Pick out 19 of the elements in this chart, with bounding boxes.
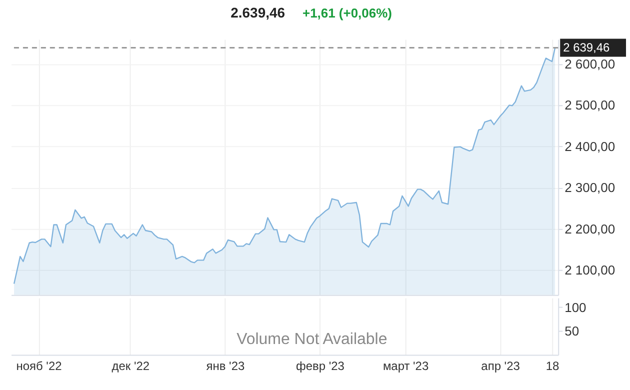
y-tick-label: 100 bbox=[564, 300, 586, 315]
x-tick-label: дек '22 bbox=[112, 359, 150, 374]
y-tick-label: 2 100,00 bbox=[564, 262, 616, 278]
x-tick-label: февр '23 bbox=[296, 359, 345, 374]
x-tick-label: 18 bbox=[546, 359, 560, 374]
ref-line-label: 2 639,46 bbox=[563, 40, 610, 55]
chart-subtitle: +1,61 (+0,06%) bbox=[302, 5, 392, 20]
y-tick-label: 2 400,00 bbox=[564, 138, 616, 154]
x-tick-label: янв '23 bbox=[206, 359, 245, 374]
x-tick-label: март '23 bbox=[382, 359, 429, 374]
annotation: Volume Not Available bbox=[236, 330, 388, 348]
x-tick-label: апр '23 bbox=[481, 359, 520, 374]
chart-title: 2.639,46 bbox=[230, 4, 286, 20]
y-tick-label: 50 bbox=[564, 324, 580, 339]
y-tick-label: 2 600,00 bbox=[564, 56, 616, 72]
y-tick-label: 2 300,00 bbox=[564, 180, 616, 196]
y-tick-label: 2 500,00 bbox=[564, 98, 616, 113]
y-tick-label: 2 200,00 bbox=[564, 221, 616, 236]
x-tick-label: нояб '22 bbox=[16, 359, 62, 374]
